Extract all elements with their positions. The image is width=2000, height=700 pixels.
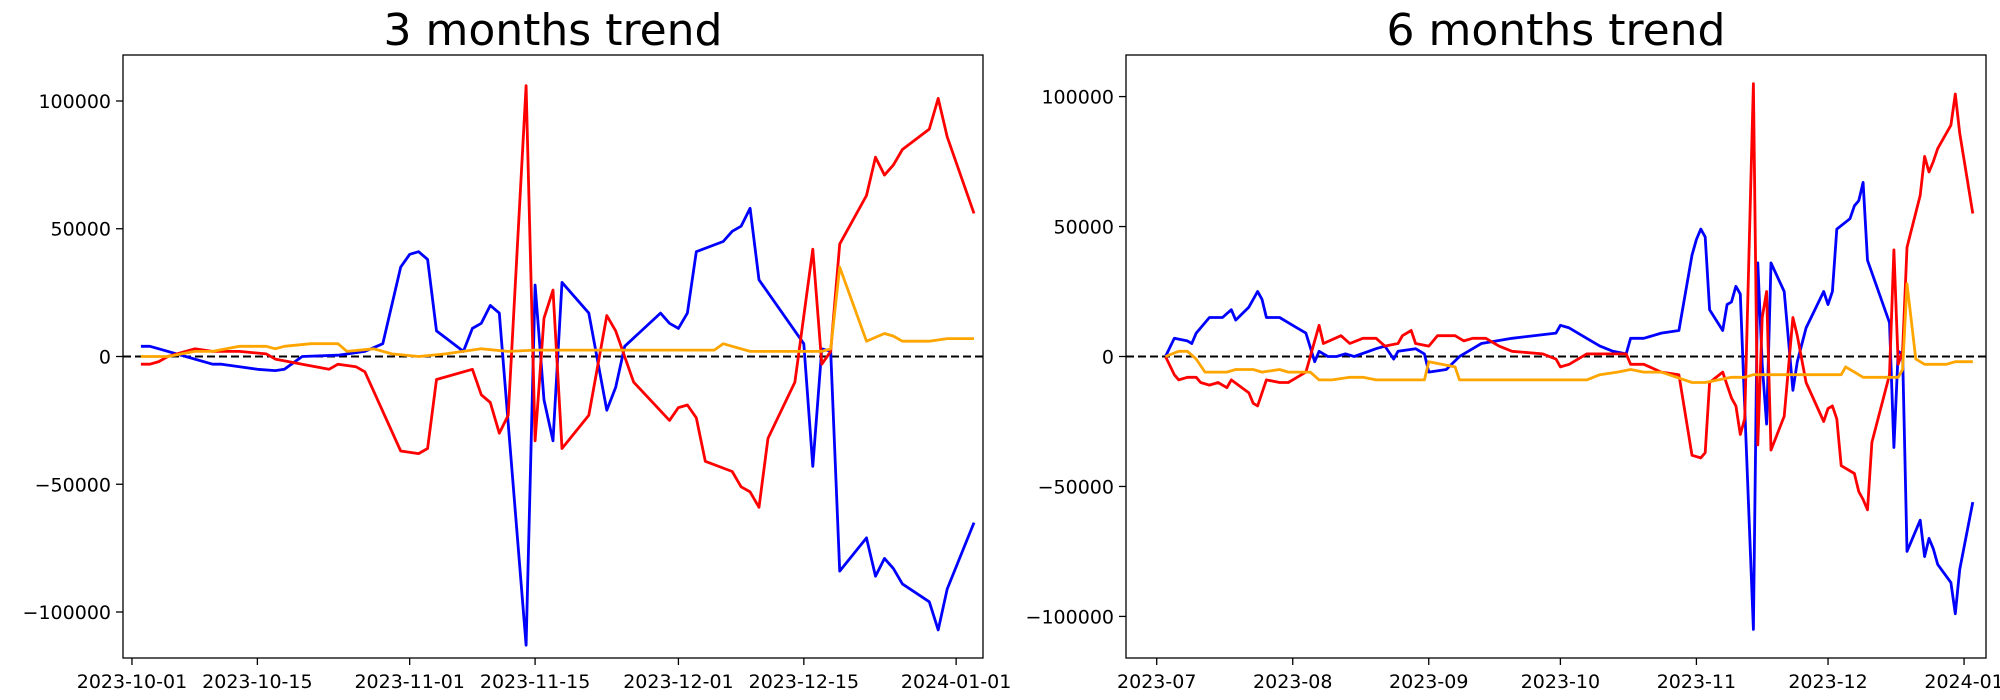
chart-2-xtick-label: 2023-07 bbox=[1117, 671, 1196, 693]
chart-1-plot-frame bbox=[122, 54, 984, 659]
chart-2-xtick-label: 2023-11 bbox=[1657, 671, 1736, 693]
chart-2-series-line-2 bbox=[1164, 82, 1975, 512]
chart-1-series-line-3 bbox=[140, 265, 974, 358]
chart-1-title: 3 months trend bbox=[384, 5, 723, 56]
chart-2-plot-frame bbox=[1125, 54, 1987, 659]
chart-2-xtick-label: 2023-08 bbox=[1253, 671, 1332, 693]
chart-1-xtick-label: 2023-12-15 bbox=[749, 671, 859, 693]
chart-2-ytick-label: 0 bbox=[1102, 347, 1114, 369]
chart-2-ytick-label: −100000 bbox=[1026, 606, 1114, 628]
chart-1-xtick-label: 2023-10-01 bbox=[77, 671, 187, 693]
chart-2-title: 6 months trend bbox=[1387, 5, 1726, 56]
chart-1-xtick-label: 2023-10-15 bbox=[202, 671, 312, 693]
chart-2-xtick-label: 2024-01 bbox=[1924, 671, 2000, 693]
chart-1-xtick-label: 2023-12-01 bbox=[623, 671, 733, 693]
chart-2-ytick-label: 50000 bbox=[1054, 217, 1114, 239]
chart-1-ytick-label: −100000 bbox=[23, 602, 111, 624]
chart-1-xtick-label: 2024-01-01 bbox=[901, 671, 1011, 693]
chart-2-ytick-label: −50000 bbox=[1038, 476, 1114, 498]
chart-2-xtick-label: 2023-09 bbox=[1389, 671, 1468, 693]
chart-2-series-line-1 bbox=[1164, 180, 1975, 631]
chart-2-ytick-label: 100000 bbox=[1041, 87, 1114, 109]
chart-1-ytick-label: 100000 bbox=[38, 91, 111, 113]
chart-1-xtick-label: 2023-11-15 bbox=[480, 671, 590, 693]
chart-1-series-line-2 bbox=[140, 84, 976, 509]
chart-1-ytick-label: 50000 bbox=[51, 219, 111, 241]
chart-2-xtick-label: 2023-10 bbox=[1521, 671, 1600, 693]
chart-1-ytick-label: −50000 bbox=[35, 474, 111, 496]
chart-2-series-line-3 bbox=[1164, 282, 1973, 384]
chart-2-xtick-label: 2023-12 bbox=[1788, 671, 1867, 693]
chart-1-ytick-label: 0 bbox=[99, 347, 111, 369]
chart-1-series-line-1 bbox=[140, 206, 976, 647]
chart-1-xtick-label: 2023-11-01 bbox=[354, 671, 464, 693]
